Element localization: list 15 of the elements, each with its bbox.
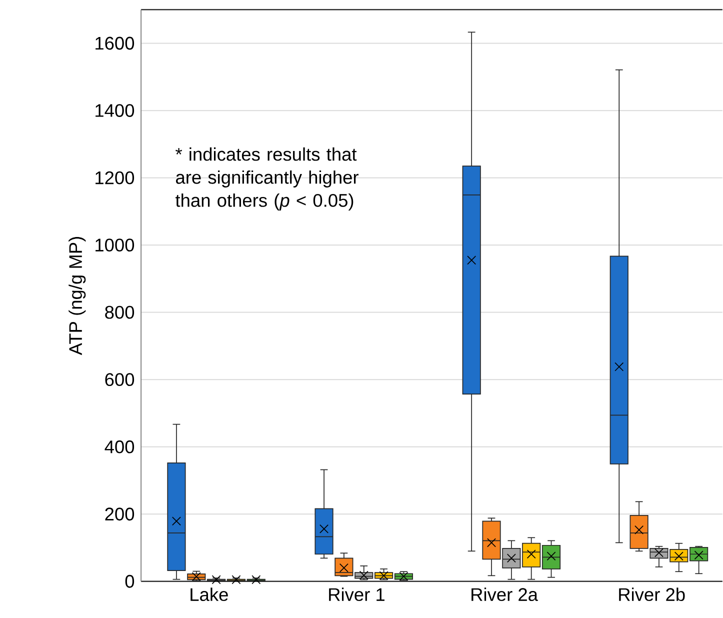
y-tick-label: 1000 xyxy=(96,238,134,252)
y-axis-title: ATP (ng/g MP) xyxy=(68,236,86,356)
y-tick-label: 600 xyxy=(105,373,134,386)
y-tick-label: 800 xyxy=(105,306,134,319)
x-tick-label: River 2a xyxy=(472,588,538,602)
annotation: * indicates results that are significantly higher than others (p < 0.05) xyxy=(176,147,358,211)
y-tick-label: 200 xyxy=(105,508,134,521)
x-tick-label: River 2b xyxy=(619,588,685,602)
x-tick-label: Lake xyxy=(190,588,228,602)
y-tick-label: 400 xyxy=(104,440,134,454)
x-tick-label: River 1 xyxy=(329,588,384,602)
y-tick-label: 1400 xyxy=(96,104,134,117)
y-tick-label: 1200 xyxy=(96,171,134,184)
y-tick-label: 0 xyxy=(125,574,134,588)
y-tick-label: 1600 xyxy=(96,36,134,50)
